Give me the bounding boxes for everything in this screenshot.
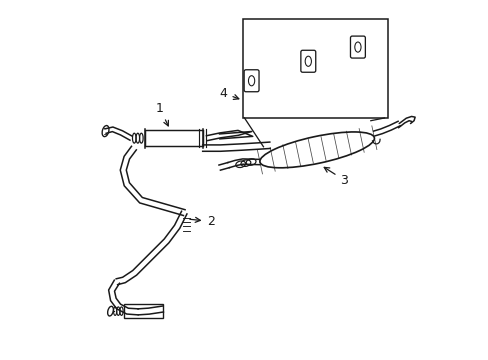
Text: 4: 4	[219, 87, 238, 100]
Text: 1: 1	[156, 102, 168, 126]
Text: 2: 2	[189, 215, 215, 228]
Text: 3: 3	[324, 167, 347, 186]
